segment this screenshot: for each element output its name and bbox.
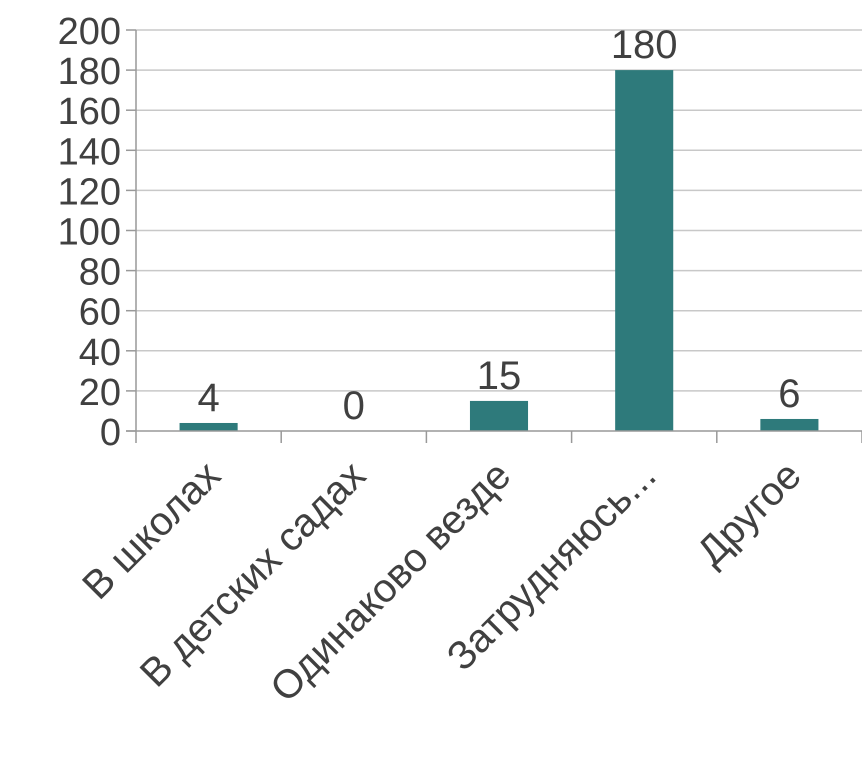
x-category-label: Одинаково везде	[262, 453, 519, 710]
y-tick-label: 120	[58, 171, 121, 213]
y-tick-label: 60	[79, 292, 121, 334]
gridlines	[136, 29, 862, 392]
y-tick-label: 200	[58, 11, 121, 53]
data-label: 4	[197, 376, 219, 420]
bar	[179, 422, 238, 431]
bars	[179, 70, 819, 431]
x-axis	[126, 430, 862, 443]
data-label: 180	[611, 23, 678, 67]
y-tick-label: 40	[79, 332, 121, 374]
data-label: 6	[778, 372, 800, 416]
x-category-label: Другое	[689, 453, 810, 574]
data-label: 0	[343, 384, 365, 428]
y-tick-label: 20	[79, 372, 121, 414]
y-tick-label: 0	[100, 412, 121, 454]
y-tick-label: 140	[58, 131, 121, 173]
data-labels: 4 0 15 180 6	[197, 23, 800, 428]
bar	[760, 418, 819, 431]
y-tick-label: 100	[58, 212, 121, 254]
y-tick-label: 80	[79, 252, 121, 294]
y-tick-label: 180	[58, 51, 121, 93]
x-category-label: В школах	[74, 453, 229, 608]
bar	[615, 70, 674, 431]
data-label: 15	[477, 354, 522, 398]
bar	[469, 400, 529, 431]
y-tick-label: 160	[58, 91, 121, 133]
